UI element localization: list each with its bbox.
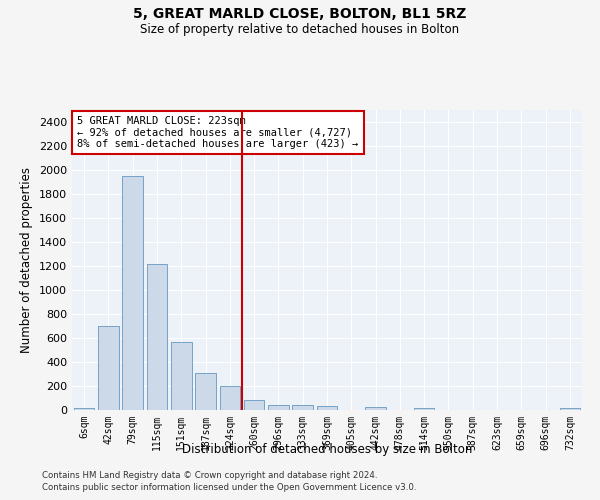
Bar [365, 407, 386, 410]
Bar [317, 406, 337, 410]
Bar [98, 326, 119, 410]
Bar [122, 176, 143, 410]
Bar [560, 408, 580, 410]
Bar [171, 342, 191, 410]
Text: Distribution of detached houses by size in Bolton: Distribution of detached houses by size … [182, 442, 472, 456]
Text: 5, GREAT MARLD CLOSE, BOLTON, BL1 5RZ: 5, GREAT MARLD CLOSE, BOLTON, BL1 5RZ [133, 8, 467, 22]
Bar [146, 264, 167, 410]
Text: Contains HM Land Registry data © Crown copyright and database right 2024.: Contains HM Land Registry data © Crown c… [42, 471, 377, 480]
Bar [292, 406, 313, 410]
Bar [220, 386, 240, 410]
Text: Contains public sector information licensed under the Open Government Licence v3: Contains public sector information licen… [42, 484, 416, 492]
Bar [244, 400, 265, 410]
Bar [268, 404, 289, 410]
Text: Size of property relative to detached houses in Bolton: Size of property relative to detached ho… [140, 22, 460, 36]
Bar [195, 374, 216, 410]
Y-axis label: Number of detached properties: Number of detached properties [20, 167, 34, 353]
Text: 5 GREAT MARLD CLOSE: 223sqm
← 92% of detached houses are smaller (4,727)
8% of s: 5 GREAT MARLD CLOSE: 223sqm ← 92% of det… [77, 116, 358, 149]
Bar [414, 408, 434, 410]
Bar [74, 408, 94, 410]
